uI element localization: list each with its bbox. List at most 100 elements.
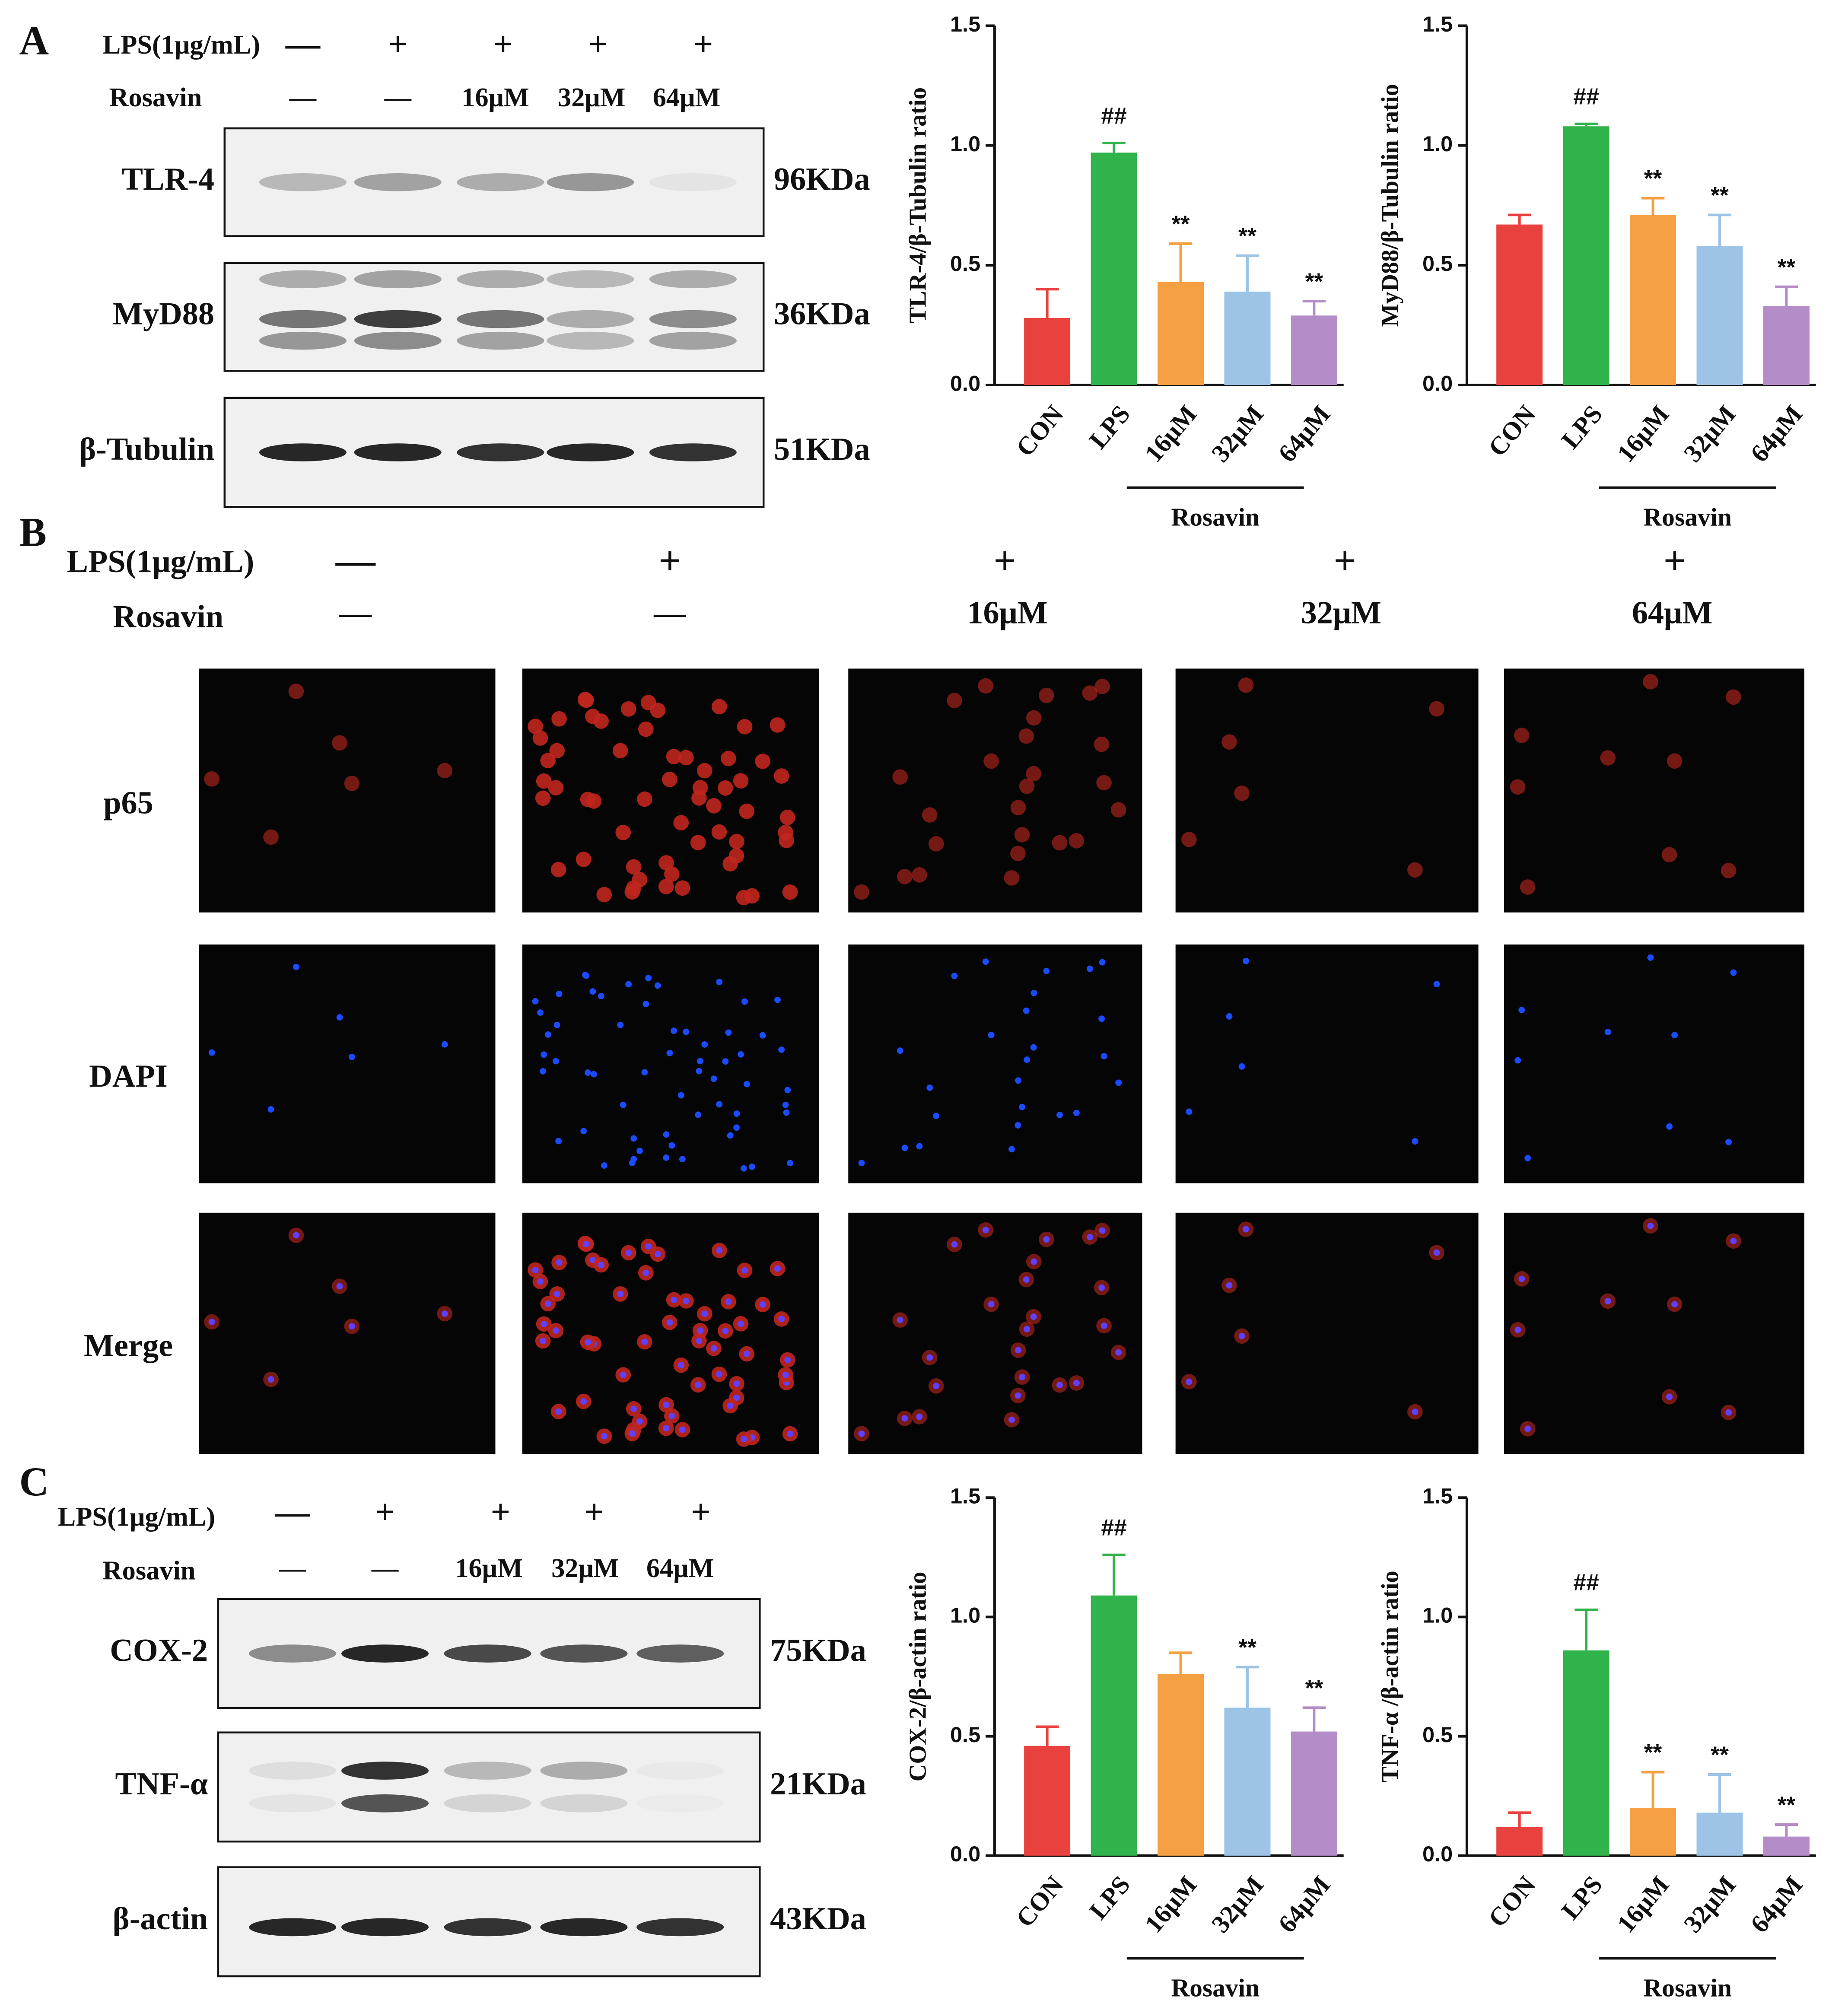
nucleus <box>1023 1007 1030 1014</box>
cell <box>778 824 793 840</box>
y-tick-label: 1.5 <box>950 12 980 36</box>
error-bar <box>1641 1771 1665 1808</box>
nucleus <box>617 1021 624 1028</box>
nucleus <box>695 1381 702 1388</box>
cell <box>782 884 798 900</box>
nucleus <box>1412 1138 1419 1145</box>
nucleus <box>1226 1282 1233 1289</box>
nucleus <box>741 1165 747 1172</box>
blot-band <box>444 1644 531 1663</box>
nucleus <box>1186 1108 1193 1115</box>
group-label: Rosavin <box>1171 503 1260 531</box>
blot-band <box>649 310 737 328</box>
cell <box>733 773 749 789</box>
blot-band <box>341 1918 429 1937</box>
cell <box>551 711 567 727</box>
error-bar <box>1775 285 1798 306</box>
microscopy-image <box>848 668 1142 913</box>
cell <box>536 773 552 789</box>
bar <box>1696 246 1743 385</box>
microscopy-image <box>199 1212 496 1454</box>
error-bar <box>1574 122 1598 127</box>
nucleus <box>663 1131 670 1138</box>
nucleus <box>759 1301 766 1308</box>
blot-band <box>354 331 442 350</box>
cell <box>1096 775 1112 791</box>
cell <box>263 829 279 845</box>
nucleus <box>696 1068 703 1075</box>
cell <box>615 824 631 840</box>
blot-band <box>249 1794 337 1813</box>
bar <box>1291 315 1337 385</box>
significance-mark: ** <box>1644 166 1662 191</box>
nucleus <box>951 1241 958 1248</box>
lps-sign: + <box>388 25 408 63</box>
significance-mark: ** <box>1172 211 1190 237</box>
nucleus <box>553 1021 560 1028</box>
nucleus <box>1015 1077 1021 1084</box>
nucleus <box>666 1049 673 1056</box>
nucleus <box>654 1251 661 1258</box>
cell <box>1600 750 1616 766</box>
blot-band <box>636 1794 724 1813</box>
cell <box>1039 687 1054 703</box>
nucleus <box>696 1337 703 1344</box>
microscopy-image <box>1175 1212 1479 1454</box>
nucleus <box>1514 1057 1521 1064</box>
error-bar <box>1035 288 1059 318</box>
nucleus <box>1524 1154 1531 1161</box>
nucleus <box>787 1160 793 1167</box>
cell <box>288 684 304 699</box>
error-bar <box>1102 1553 1126 1596</box>
bar <box>1091 1595 1137 1856</box>
blot-band <box>354 173 442 191</box>
nucleus <box>1043 1236 1050 1243</box>
cell <box>770 717 786 733</box>
cell <box>1094 679 1110 694</box>
nucleus <box>933 1113 940 1119</box>
nucleus <box>916 1413 923 1420</box>
nucleus <box>1524 1425 1531 1432</box>
cell <box>666 749 682 764</box>
nucleus <box>668 1142 675 1149</box>
x-tick-label: 32μM <box>1678 400 1741 467</box>
blot-band <box>457 173 544 191</box>
significance-mark: ** <box>1238 1635 1256 1660</box>
rosavin-dose: — <box>339 595 372 631</box>
nucleus <box>1666 1393 1673 1400</box>
rosavin-label: Rosavin <box>103 1556 196 1586</box>
nucleus <box>1073 1110 1080 1116</box>
rosavin-dose: 32μM <box>551 1553 619 1583</box>
cell <box>690 835 706 850</box>
cell <box>773 768 789 784</box>
nucleus <box>584 1339 591 1345</box>
rosavin-dose: — <box>384 83 412 112</box>
lps-sign: + <box>691 1493 711 1531</box>
nucleus <box>1730 1237 1737 1244</box>
protein-label: β-Tubulin <box>79 432 214 467</box>
x-tick-label: CON <box>1010 400 1069 462</box>
blot-image <box>217 1731 761 1843</box>
nucleus <box>620 1101 627 1108</box>
x-tick-label: LPS <box>1556 400 1608 454</box>
y-tick-label: 0.0 <box>1422 371 1453 395</box>
nucleus <box>1086 1234 1093 1240</box>
cell <box>550 862 566 878</box>
nucleus <box>759 1032 766 1039</box>
nucleus <box>641 1339 648 1345</box>
cell <box>739 803 755 819</box>
rosavin-dose: 32μM <box>1301 595 1381 631</box>
protein-size: 51KDa <box>774 432 870 467</box>
nucleus <box>1098 1015 1105 1022</box>
cell <box>922 807 938 823</box>
group-label: Rosavin <box>1643 503 1732 531</box>
protein-size: 43KDa <box>770 1901 866 1937</box>
error-bar <box>1102 142 1126 153</box>
blot-band <box>547 331 634 350</box>
blot-band <box>649 443 737 461</box>
y-axis-label: MyD88/β-Tubulin ratio <box>1377 84 1404 327</box>
blot-band <box>259 331 347 350</box>
nucleus <box>1243 1226 1249 1233</box>
cell <box>204 771 219 787</box>
bar <box>1291 1731 1337 1856</box>
